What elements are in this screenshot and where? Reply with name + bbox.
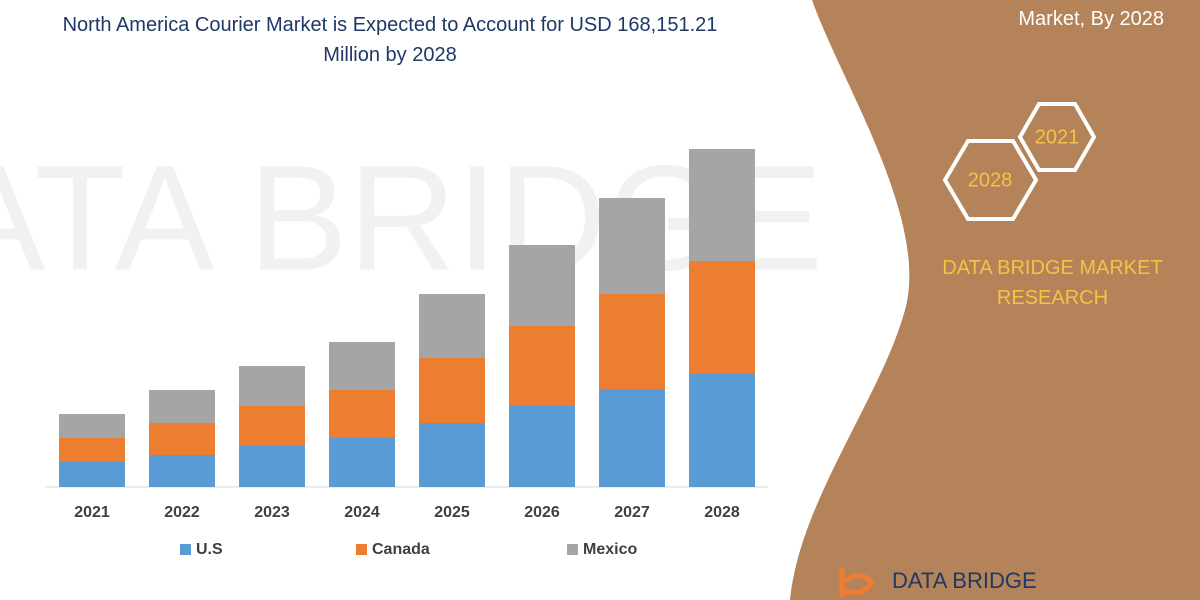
- legend-label: Mexico: [583, 541, 637, 558]
- bar: [509, 245, 575, 326]
- hexagon: [1017, 102, 1097, 172]
- x-tick-label: 2026: [524, 504, 560, 521]
- x-tick-label: 2021: [74, 504, 110, 521]
- x-tick-label: 2028: [704, 504, 740, 521]
- bar: [689, 149, 755, 261]
- bar: [329, 390, 395, 438]
- bar: [239, 406, 305, 446]
- chart-title: North America Courier Market is Expected…: [62, 14, 718, 66]
- bar: [419, 358, 485, 423]
- banner-panel: [790, 0, 1200, 600]
- bar: [59, 462, 125, 487]
- banner-subtitle: Market, By 2028: [1018, 8, 1164, 30]
- bar: [239, 446, 305, 487]
- bar: [329, 342, 395, 390]
- watermark: DATA BRIDGE: [0, 134, 823, 302]
- legend-swatch: [356, 544, 367, 555]
- x-tick-label: 2024: [344, 504, 380, 521]
- x-tick-label: 2023: [254, 504, 290, 521]
- bar: [599, 294, 665, 389]
- bar: [599, 198, 665, 294]
- bar: [689, 261, 755, 374]
- legend-label: Canada: [372, 541, 430, 558]
- bar: [59, 414, 125, 438]
- bar: [59, 438, 125, 462]
- logo-text: DATA BRIDGE: [892, 568, 1037, 593]
- bar: [509, 326, 575, 406]
- bar: [689, 374, 755, 487]
- bar: [419, 294, 485, 358]
- brand-name: DATA BRIDGE MARKET RESEARCH: [942, 257, 1163, 309]
- x-tick-label: 2027: [614, 504, 650, 521]
- bar: [329, 438, 395, 487]
- x-tick-label: 2022: [164, 504, 200, 521]
- bar: [419, 423, 485, 487]
- bar: [149, 423, 215, 455]
- bar: [599, 389, 665, 487]
- bar: [149, 390, 215, 423]
- legend-swatch: [567, 544, 578, 555]
- logo-icon: [839, 568, 876, 598]
- legend-label: U.S: [196, 541, 223, 558]
- hexagon-label: 2021: [1035, 126, 1080, 148]
- hexagon: [942, 139, 1039, 221]
- legend-swatch: [180, 544, 191, 555]
- bar: [149, 455, 215, 487]
- bar: [509, 406, 575, 487]
- x-tick-label: 2025: [434, 504, 470, 521]
- bar: [239, 366, 305, 406]
- hexagon-label: 2028: [968, 169, 1013, 191]
